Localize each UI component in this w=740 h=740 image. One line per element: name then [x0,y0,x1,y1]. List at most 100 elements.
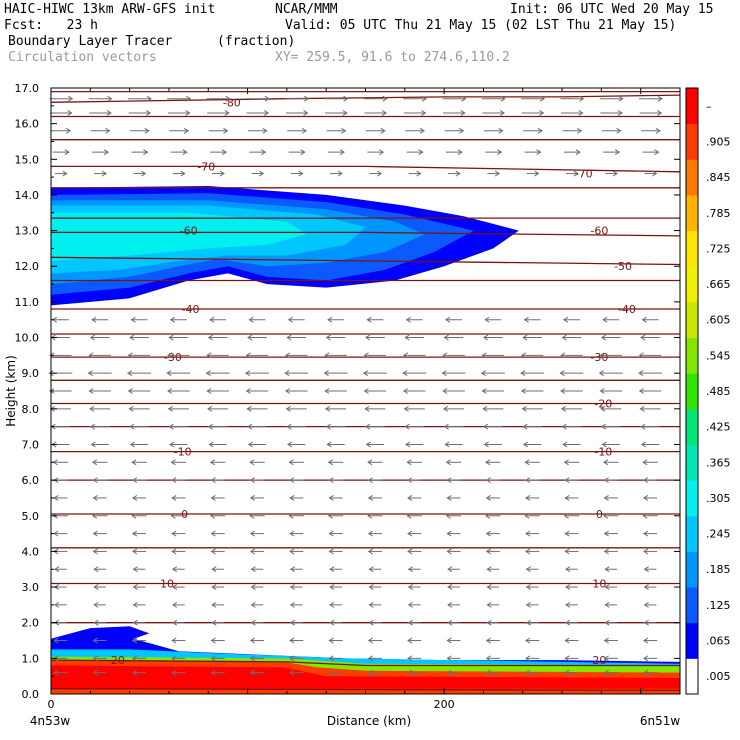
wind-vector [562,127,583,134]
wind-vector [367,669,382,676]
wind-vector [523,316,541,323]
wind-vector [640,423,660,430]
wind-vector [643,619,657,626]
wind-vector [603,477,618,484]
wind-vector [363,388,387,394]
wind-vector [53,495,68,501]
temperature-contour [50,659,680,667]
wind-vector [325,110,348,116]
wind-vector [406,459,422,466]
wind-vector [286,334,307,341]
wind-vector [404,441,424,448]
contour-label: 10 [592,577,606,590]
wind-vector [251,170,265,177]
wind-vector [600,405,622,412]
wind-vector [405,316,423,323]
wind-vector [641,127,661,134]
wind-vector [368,584,382,590]
wind-vector [168,423,189,430]
wind-vector [49,95,74,102]
wind-vector [362,370,387,377]
wind-vector [50,110,73,116]
wind-vector [323,370,348,377]
wind-vector [287,316,305,323]
wind-vector [644,170,658,177]
wind-vector [51,127,72,134]
wind-vector [210,669,225,676]
wind-vector [208,441,227,448]
forecast-hour: Fcst: 23 h [4,18,98,33]
colorbar: .005 .065 .125 .185 .245 .305 .365 .425 .485 .545… [685,87,731,695]
wind-vector [166,370,191,377]
contour-label: -70 [197,160,215,173]
wind-vector [171,669,186,676]
wind-vector [209,316,227,323]
wind-vector [327,459,344,466]
wind-vector [289,477,304,484]
wind-vector [642,669,658,676]
wind-vector [132,619,146,626]
wind-vector [521,95,546,102]
wind-vector [170,459,187,466]
wind-vector [639,95,663,102]
contour-label: 20 [111,654,125,667]
wind-vector [171,495,186,501]
wind-vector [328,530,343,537]
wind-vector [324,405,347,412]
wind-vector [442,352,465,359]
wind-vector [408,170,422,177]
wind-vector [167,110,191,116]
wind-vector [210,477,225,484]
wind-vector [403,110,427,116]
wind-vector [402,388,426,394]
wind-vector [89,423,110,430]
wind-vector [286,423,307,430]
colorbar-label: .245 [706,528,731,541]
wind-vector [604,566,618,573]
wind-vector [560,388,583,394]
wind-vector [445,459,462,466]
contour-label: 10 [160,577,174,590]
wind-vector [53,669,68,676]
wind-vector [330,170,343,177]
wind-vector [250,619,264,626]
wind-vector [565,619,578,626]
colorbar-label: .365 [706,456,731,469]
wind-vector [289,530,304,537]
cross-section-endpoints: XY= 259.5, 91.6 to 274.6,110.2 [275,50,510,65]
colorbar-swatch [686,88,698,125]
wind-vector [639,110,663,116]
wind-vector [208,127,229,134]
wind-vector [403,95,428,102]
wind-vector [600,334,621,341]
wind-vector [89,405,111,412]
wind-vector [328,655,343,662]
contour-label: -30 [164,351,182,364]
colorbar-swatch [686,408,698,445]
wind-vector [245,352,269,359]
wind-vector [284,370,309,377]
wind-vector [642,512,658,519]
wind-vector [288,512,305,519]
colorbar-label: .665 [706,278,731,291]
wind-vector [406,149,424,156]
y-tick-label: 6.0 [22,474,40,487]
wind-vector [172,170,186,177]
wind-vector [329,601,342,608]
wind-vector [565,566,578,573]
wind-vector [599,352,623,359]
temperature-contour [51,165,681,173]
wind-vector [170,512,187,519]
wind-vector [367,530,382,537]
colorbar-swatch [686,159,698,196]
wind-vector [206,388,229,394]
wind-vector [327,512,344,519]
contour-label: 0 [181,508,188,521]
colorbar-swatch [686,230,698,267]
wind-vector [484,316,502,323]
wind-vector [643,584,657,590]
wind-vector [446,548,461,555]
y-axis-label: Height (km) [4,355,18,426]
wind-vector [247,127,268,134]
